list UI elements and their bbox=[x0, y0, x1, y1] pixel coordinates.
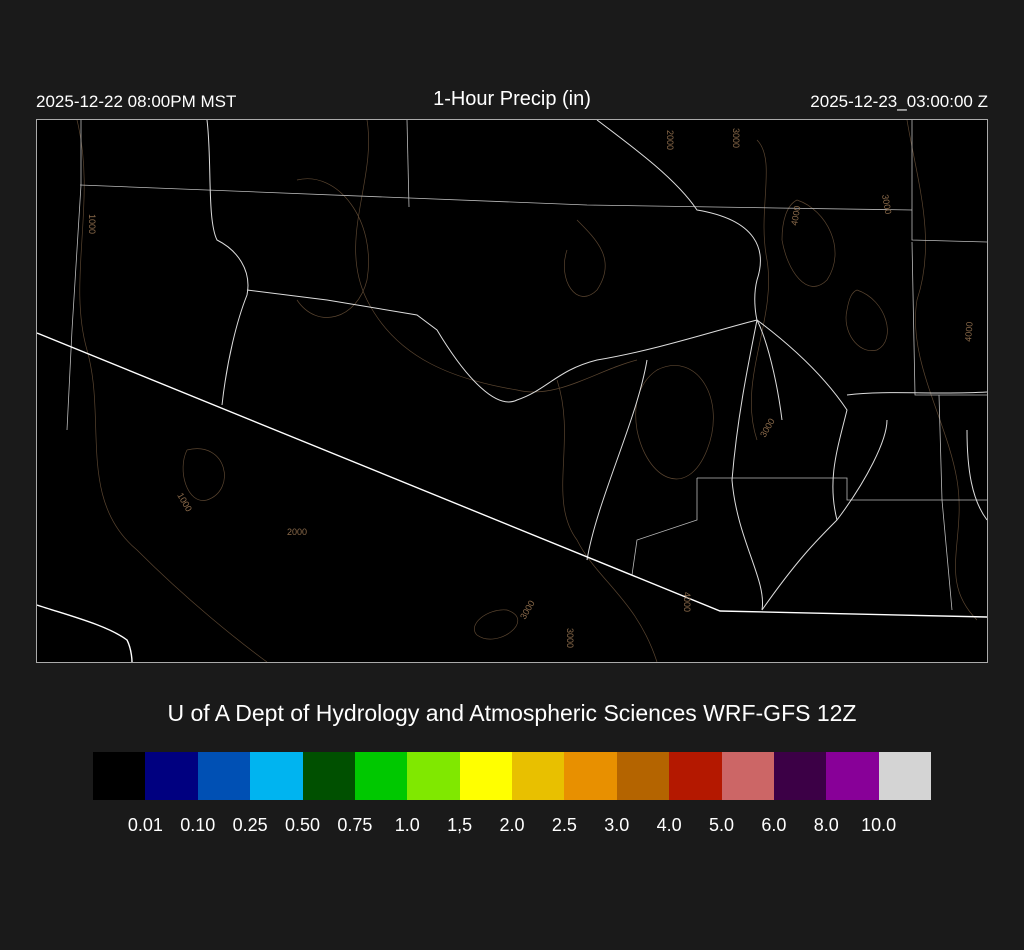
terrain-contours bbox=[76, 119, 978, 663]
county-lines bbox=[66, 119, 988, 611]
colorbar-label: 5.0 bbox=[708, 815, 735, 835]
colorbar-label: 3.0 bbox=[604, 815, 630, 835]
colorbar-swatch bbox=[773, 752, 827, 800]
colorbar-label: 1,5 bbox=[447, 815, 473, 835]
colorbar-swatch bbox=[197, 752, 251, 800]
colorbar-swatch bbox=[302, 752, 355, 800]
colorbar-swatch bbox=[512, 752, 565, 800]
contour-label: 3000 bbox=[758, 417, 777, 439]
precip-map: 1000 2000 3000 4000 3000 4000 3000 1000 … bbox=[36, 119, 988, 663]
colorbar-label: 2.0 bbox=[499, 815, 525, 835]
contour-label: 2000 bbox=[665, 130, 675, 150]
contour-label: 1000 bbox=[87, 214, 97, 234]
river-lines bbox=[206, 119, 988, 611]
colorbar-swatch bbox=[145, 752, 198, 800]
valid-time: 2025-12-23_03:00:00 Z bbox=[810, 92, 988, 111]
contour-label: 3000 bbox=[565, 628, 575, 648]
colorbar-swatch bbox=[93, 752, 146, 800]
colorbar-label: 2.5 bbox=[551, 815, 577, 835]
map-svg: 1000 2000 3000 4000 3000 4000 3000 1000 … bbox=[36, 119, 988, 663]
colorbar-label: 6.0 bbox=[761, 815, 787, 835]
colorbar-swatch bbox=[826, 752, 879, 800]
colorbar-swatch bbox=[564, 752, 617, 800]
map-title: 1-Hour Precip (in) bbox=[433, 88, 591, 110]
colorbar-label: 10.0 bbox=[861, 815, 897, 835]
colorbar-swatch bbox=[407, 752, 460, 800]
colorbar-label: 4.0 bbox=[656, 815, 682, 835]
contour-label: 3000 bbox=[880, 194, 893, 215]
contour-label: 3000 bbox=[518, 599, 537, 621]
colorbar-label: 0.75 bbox=[337, 815, 373, 835]
colorbar-swatch bbox=[878, 752, 931, 800]
colorbar-swatch bbox=[250, 752, 303, 800]
colorbar bbox=[93, 752, 931, 800]
contour-label: 2000 bbox=[287, 527, 307, 537]
contour-labels: 1000 2000 3000 4000 3000 4000 3000 1000 … bbox=[87, 128, 975, 648]
contour-label: 4000 bbox=[963, 321, 975, 342]
colorbar-swatch bbox=[459, 752, 512, 800]
colorbar-swatch bbox=[354, 752, 408, 800]
colorbar-swatch bbox=[721, 752, 774, 800]
model-credit: U of A Dept of Hydrology and Atmospheric… bbox=[167, 700, 857, 726]
colorbar-label: 0.10 bbox=[180, 815, 216, 835]
local-time: 2025-12-22 08:00PM MST bbox=[36, 92, 237, 111]
colorbar-label: 8.0 bbox=[813, 815, 839, 835]
colorbar-label: 0.50 bbox=[284, 815, 321, 835]
colorbar-label: 0.25 bbox=[232, 815, 268, 835]
colorbar-label: 1.0 bbox=[394, 815, 420, 835]
contour-label: 3000 bbox=[731, 128, 741, 148]
colorbar-swatch bbox=[616, 752, 670, 800]
colorbar-swatch bbox=[669, 752, 722, 800]
contour-label: 4000 bbox=[789, 205, 802, 226]
colorbar-label: 0.01 bbox=[127, 815, 163, 835]
border-lines bbox=[36, 332, 988, 663]
contour-label: 4000 bbox=[682, 592, 692, 612]
